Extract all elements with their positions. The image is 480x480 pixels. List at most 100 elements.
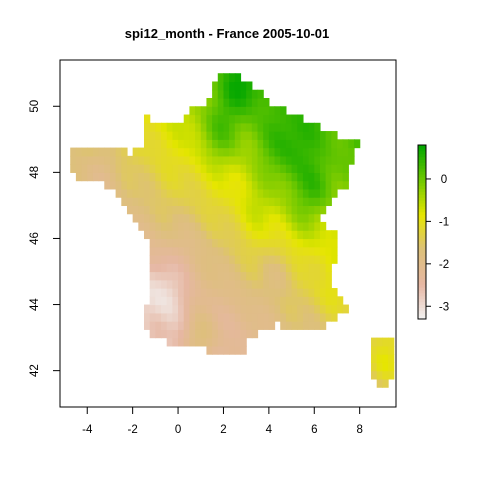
raster-cell <box>223 230 230 240</box>
raster-cell <box>314 263 321 273</box>
raster-cell <box>297 197 304 207</box>
raster-cell <box>206 329 213 339</box>
raster-cell <box>388 354 395 363</box>
raster-cell <box>178 263 185 273</box>
raster-cell <box>183 279 191 289</box>
raster-cell <box>217 164 225 173</box>
raster-cell <box>302 254 310 264</box>
raster-cell <box>240 337 247 347</box>
raster-cell <box>200 246 208 256</box>
raster-cell <box>229 205 236 215</box>
raster-cell <box>342 304 349 314</box>
raster-cell <box>223 122 230 132</box>
colorbar-segment <box>418 252 426 256</box>
raster-cell <box>223 197 230 207</box>
raster-cell <box>183 271 191 281</box>
raster-cell <box>246 321 253 330</box>
raster-cell <box>223 321 230 330</box>
raster-cell <box>223 263 230 273</box>
raster-cell <box>166 139 173 149</box>
raster-cell <box>257 221 264 231</box>
raster-cell <box>172 246 179 256</box>
raster-cell <box>257 180 264 190</box>
raster-cell <box>172 296 179 306</box>
raster-cell <box>212 230 219 240</box>
raster-cell <box>291 312 298 322</box>
colorbar-segment <box>418 208 426 213</box>
raster-cell <box>291 164 298 173</box>
raster-cell <box>195 246 202 256</box>
raster-cell <box>246 213 253 223</box>
raster-cell <box>195 238 202 248</box>
raster-cell <box>314 230 321 240</box>
raster-cell <box>251 238 259 248</box>
raster-cell <box>149 263 156 273</box>
raster-cell <box>178 271 185 281</box>
raster-cell <box>223 180 230 190</box>
x-tick-label: 2 <box>220 424 226 436</box>
raster-cell <box>297 205 304 215</box>
colorbar-segment <box>418 232 426 236</box>
colorbar-segment <box>418 301 426 305</box>
raster-cell <box>223 254 230 264</box>
raster-cell <box>166 279 173 289</box>
raster-cell <box>308 246 315 256</box>
raster-cell <box>274 263 281 273</box>
colorbar-segment <box>418 165 426 169</box>
raster-cell <box>155 147 162 157</box>
raster-cell <box>251 230 259 240</box>
raster-cell <box>81 172 88 182</box>
raster-cell <box>161 188 168 198</box>
raster-cell <box>268 197 276 207</box>
raster-cell <box>212 246 219 256</box>
colorbar-segment <box>418 292 426 297</box>
raster-cell <box>172 321 179 330</box>
colorbar-segment <box>418 185 426 189</box>
raster-cell <box>291 238 298 248</box>
raster-cell <box>319 312 327 322</box>
raster-cell <box>149 131 156 140</box>
raster-cell <box>302 271 310 281</box>
raster-cell <box>166 271 173 281</box>
raster-cell <box>297 139 304 149</box>
raster-cell <box>388 362 395 372</box>
raster-cell <box>195 114 202 124</box>
raster-cell <box>206 321 213 330</box>
raster-cell <box>268 114 276 124</box>
raster-cell <box>308 238 315 248</box>
raster-cell <box>189 279 196 289</box>
raster-cell <box>195 263 202 273</box>
colorbar-segment <box>418 258 426 262</box>
raster-cell <box>155 304 162 314</box>
raster-cell <box>217 139 225 149</box>
raster-cell <box>132 197 139 207</box>
raster-cell <box>376 362 383 372</box>
raster-cell <box>240 122 247 132</box>
raster-cell <box>280 304 287 314</box>
raster-cell <box>314 213 321 223</box>
raster-cell <box>314 246 321 256</box>
raster-cell <box>172 329 179 339</box>
raster-cell <box>189 254 196 264</box>
raster-cell <box>212 89 219 99</box>
raster-cell <box>263 122 270 132</box>
raster-cell <box>121 172 128 182</box>
raster-cell <box>149 213 156 223</box>
raster-cell <box>217 73 225 83</box>
raster-cell <box>234 321 242 330</box>
raster-cell <box>178 337 185 347</box>
raster-cell <box>149 288 156 297</box>
colorbar-segment <box>418 214 426 218</box>
colorbar-segment <box>418 272 426 276</box>
raster-cell <box>240 238 247 248</box>
raster-cell <box>274 288 281 297</box>
raster-cell <box>212 106 219 116</box>
raster-cell <box>155 230 162 240</box>
raster-cell <box>240 139 247 149</box>
colorbar-segment <box>418 237 426 242</box>
raster-cell <box>149 164 156 173</box>
raster-cell <box>200 106 208 116</box>
colorbar-segment <box>418 194 426 198</box>
raster-cell <box>274 139 281 149</box>
raster-cell <box>172 122 179 132</box>
